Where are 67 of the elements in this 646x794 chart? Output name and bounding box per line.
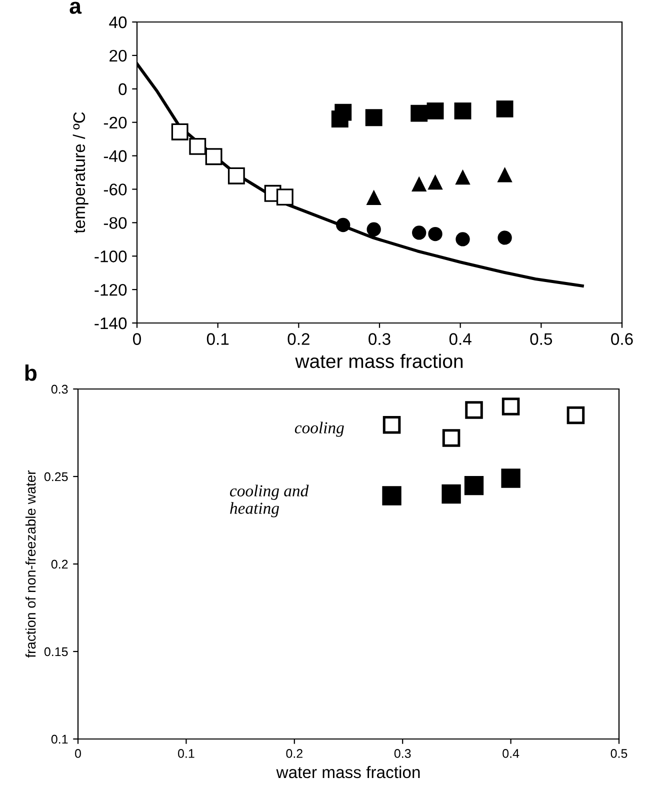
x-axis-title: water mass fraction (295, 354, 463, 368)
point (336, 218, 350, 232)
y-tick-label: -120 (94, 284, 127, 296)
y-tick-label: 0.1 (51, 734, 68, 744)
point (465, 401, 483, 419)
point (428, 175, 442, 190)
point (410, 104, 428, 122)
y-tick-label: 0.15 (44, 647, 68, 656)
x-axis-title: water mass fraction (276, 766, 420, 778)
point (189, 138, 206, 155)
y-tick-label: -140 (94, 317, 127, 330)
annotation: cooling and heating (230, 484, 309, 518)
point (442, 429, 460, 447)
point (205, 148, 222, 166)
point (412, 226, 426, 240)
x-tick-label: 0.1 (178, 749, 194, 758)
point (228, 167, 245, 184)
point (428, 226, 442, 242)
point (566, 406, 585, 424)
point (502, 398, 520, 416)
x-tick-label: 0.4 (502, 749, 520, 758)
point (412, 177, 426, 192)
x-tick-label: 0.3 (394, 749, 411, 758)
y-tick-label: 40 (109, 16, 127, 28)
point (498, 230, 512, 245)
y-tick-label: 0.2 (51, 560, 68, 569)
x-tick-label: 0.3 (368, 333, 390, 345)
point (442, 484, 461, 504)
point (464, 476, 484, 496)
y-tick-label: 0.3 (51, 384, 68, 394)
y-tick-label: 20 (110, 50, 127, 62)
x-tick-label: 0.1 (206, 333, 229, 345)
x-tick-label: 0 (133, 333, 141, 345)
x-tick-label: 0.5 (610, 749, 628, 758)
point (456, 170, 470, 185)
y-tick-label: -100 (94, 250, 127, 262)
point (426, 102, 444, 120)
annotation: cooling (294, 422, 344, 437)
chart-title: a (70, 2, 82, 14)
y-axis-title: temperature / ºC (72, 112, 88, 234)
x-tick-label: 0.4 (449, 333, 472, 345)
point (498, 168, 512, 182)
point (366, 190, 381, 206)
point (454, 102, 472, 120)
point (276, 188, 294, 206)
y-tick-label: -20 (104, 116, 127, 129)
y-axis-title: fraction of non-freezable water (25, 470, 36, 658)
point (382, 486, 402, 506)
chart-title: b (25, 364, 37, 381)
x-tick-label: 0.2 (286, 749, 302, 758)
x-tick-label: 0.2 (288, 333, 310, 345)
point (365, 109, 382, 126)
x-tick-label: 0 (75, 749, 81, 758)
point (496, 100, 514, 118)
point (366, 222, 381, 236)
x-tick-label: 0.6 (611, 333, 633, 345)
y-tick-label: -60 (104, 184, 127, 196)
x-tick-label: 0.5 (530, 333, 552, 345)
y-tick-label: -40 (104, 150, 127, 162)
point (334, 104, 352, 121)
point (456, 232, 470, 246)
point (171, 123, 188, 140)
point (501, 468, 520, 488)
point (382, 416, 401, 434)
y-tick-label: 0 (118, 83, 127, 96)
y-tick-label: -80 (104, 217, 127, 229)
y-tick-label: 0.25 (44, 472, 68, 482)
